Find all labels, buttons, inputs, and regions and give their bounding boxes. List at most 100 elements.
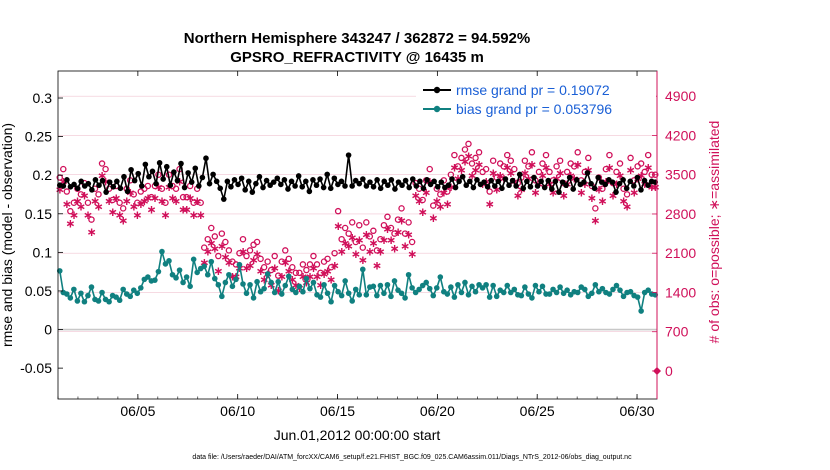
bias-point (511, 286, 518, 293)
obs-possible-point (102, 165, 109, 173)
rmse-point (409, 176, 416, 182)
obs-assimilated-point: ∗ (178, 202, 188, 216)
rmse-point (349, 183, 355, 189)
obs-possible-point (394, 216, 402, 223)
rmse-point (110, 183, 117, 190)
y-left-tick-label-2: 0.2 (33, 167, 53, 183)
obs-possible-point (570, 163, 578, 170)
obs-assimilated-point: ∗ (305, 270, 315, 284)
bias-point (236, 261, 243, 268)
obs-assimilated-point: ∗ (622, 200, 632, 214)
rmse-point (74, 185, 81, 192)
y-right-tick-label-7: 0 (665, 363, 673, 379)
obs-assimilated-point: ∗ (576, 186, 586, 200)
x-tick-label-3: 06/20 (420, 403, 455, 419)
rmse-point (602, 181, 609, 188)
obs-assimilated-point: ∗ (76, 200, 86, 214)
obs-assimilated-point: ∗ (368, 236, 378, 250)
obs-possible-point (84, 199, 92, 207)
rmse-point (495, 178, 502, 185)
rmse-point (531, 174, 537, 181)
rmse-point (303, 178, 309, 185)
obs-possible-point (299, 261, 307, 268)
obs-possible-point (426, 165, 433, 173)
obs-possible-point (384, 213, 391, 221)
bias-point (243, 290, 250, 297)
rmse-point (245, 178, 252, 185)
obs-assimilated-point: ∗ (122, 194, 132, 208)
obs-possible-point (525, 163, 532, 170)
obs-assimilated-point: ∗ (640, 177, 650, 191)
obs-possible-point (211, 233, 219, 240)
bias-point (352, 286, 359, 293)
y-right-tick-label-4: 2100 (665, 245, 696, 261)
obs-assimilated-point: ∗ (460, 155, 470, 169)
bias-point (469, 283, 475, 290)
obs-assimilated-point: ∗ (326, 272, 336, 286)
y-right-axis-label: # of obs: o=possible; ∗=assimilated (706, 121, 722, 344)
rmse-point (588, 180, 594, 187)
obs-assimilated-point: ∗ (270, 261, 280, 275)
obs-assimilated-point: ∗ (256, 264, 266, 278)
y-left-tick-label-5: 0.05 (25, 283, 52, 299)
bias-point (190, 256, 197, 263)
obs-assimilated-point: ∗ (108, 205, 118, 219)
bias-point (455, 281, 461, 288)
obs-possible-point (451, 151, 458, 159)
bias-point (127, 293, 134, 300)
rmse-point (249, 189, 256, 195)
obs-assimilated-point: ∗ (125, 186, 135, 200)
rmse-point (135, 170, 142, 177)
obs-assimilated-point: ∗ (537, 169, 547, 183)
bias-point (307, 285, 313, 292)
rmse-point (356, 180, 363, 187)
obs-possible-point (222, 238, 229, 246)
legend-rmse-label: rmse grand pr = 0.19072 (456, 82, 610, 98)
rmse-point (538, 178, 544, 185)
rmse-point (206, 180, 213, 187)
bias-point (391, 278, 398, 284)
obs-possible-point (616, 160, 624, 167)
bias-point (539, 283, 546, 290)
obs-assimilated-point: ∗ (93, 200, 103, 214)
obs-assimilated-point: ∗ (101, 174, 111, 188)
obs-assimilated-point: ∗ (523, 172, 533, 186)
rmse-point (210, 171, 216, 178)
bias-point (310, 279, 317, 286)
obs-assimilated-point: ∗ (323, 264, 333, 278)
obs-possible-point (95, 191, 102, 198)
y-right-tick-label-3: 2800 (665, 206, 696, 222)
obs-assimilated-point: ∗ (379, 233, 389, 247)
rmse-point (274, 175, 281, 182)
rmse-point (106, 179, 113, 185)
obs-assimilated-point: ∗ (358, 253, 368, 267)
obs-possible-point (472, 154, 479, 162)
rmse-point (124, 188, 131, 195)
bias-point (300, 288, 306, 295)
rmse-point (570, 186, 577, 192)
rmse-point (146, 173, 152, 180)
obs-possible-point (387, 224, 395, 232)
rmse-point (285, 186, 291, 192)
rmse-point (213, 178, 220, 185)
obs-assimilated-point: ∗ (238, 244, 248, 258)
bias-point (402, 295, 408, 301)
obs-possible-point (521, 157, 529, 164)
obs-possible-point (116, 199, 123, 207)
obs-possible-point (444, 188, 451, 195)
obs-possible-point (348, 219, 356, 226)
rmse-point (99, 177, 106, 184)
y-right-tick-label-2: 3500 (665, 167, 696, 183)
bias-point (518, 292, 525, 299)
obs-assimilated-point: ∗ (259, 272, 269, 286)
rmse-point (331, 175, 338, 182)
obs-possible-point (644, 151, 652, 159)
rmse-point (174, 177, 181, 184)
rmse-point (342, 183, 348, 189)
obs-assimilated-point: ∗ (361, 228, 371, 242)
bias-point (522, 284, 528, 290)
rmse-point (549, 186, 555, 192)
y-left-tick-label-1: 0.25 (25, 129, 52, 145)
rmse-point (78, 178, 84, 185)
obs-possible-point (380, 221, 388, 229)
